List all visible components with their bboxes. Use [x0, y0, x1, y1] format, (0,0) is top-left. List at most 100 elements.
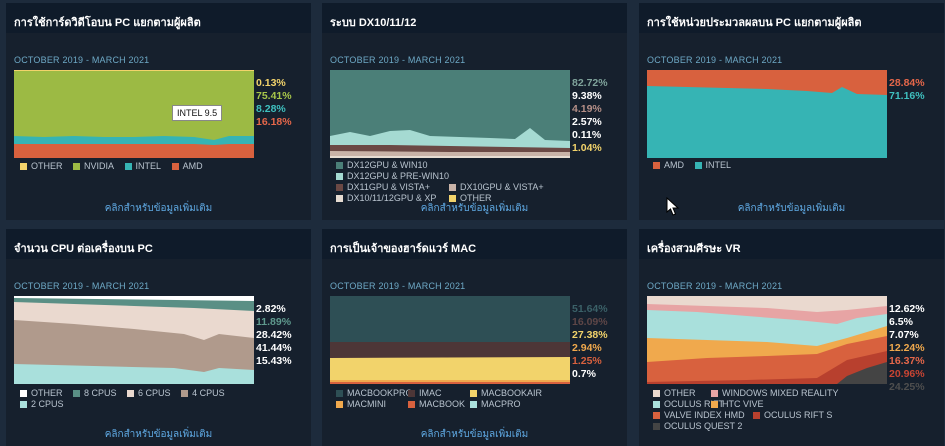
value-item: 7.07% [889, 329, 919, 341]
value-item: 28.42% [256, 329, 292, 341]
legend-swatch [653, 390, 660, 397]
value-list: 28.84% 71.16% [889, 77, 925, 103]
value-item: 1.04% [572, 142, 602, 154]
legend-swatch [753, 412, 760, 419]
more-info-link[interactable]: คลิกสำหรับข้อมูลเพิ่มเติม [104, 429, 213, 440]
legend-item: DX12GPU & WIN10 [336, 160, 441, 171]
legend-item: HTC VIVE [711, 399, 764, 410]
date-range: OCTOBER 2019 - MARCH 2021 [14, 281, 150, 291]
date-range: OCTOBER 2019 - MARCH 2021 [14, 55, 150, 65]
value-item: 9.38% [572, 90, 602, 102]
legend-item: DX10/11/12GPU & XP [336, 193, 441, 204]
legend-item: MACBOOKPRO [336, 388, 413, 399]
value-item: 16.37% [889, 355, 925, 367]
legend: OTHER WINDOWS MIXED REALITY OCULUS RIFTHT… [653, 388, 888, 432]
legend: MACBOOKPRO IMAC MACBOOKAIR MACMINI MACBOOK M… [336, 388, 571, 410]
value-item: 15.43% [256, 355, 292, 367]
legend-item: OTHER [20, 161, 63, 172]
value-item: 27.38% [572, 329, 608, 341]
area-chart [330, 296, 570, 384]
mouse-cursor-icon [666, 197, 680, 216]
value-item: 1.25% [572, 355, 602, 367]
legend-swatch [653, 423, 660, 430]
panel-cpu-count: จำนวน CPU ต่อเครื่องบน PC OCTOBER 2019 -… [6, 229, 311, 446]
legend-item: DX12GPU & PRE-WIN10 [336, 171, 449, 182]
legend-item: OTHER [20, 388, 63, 399]
legend-item: MACMINI [336, 399, 408, 410]
panel-title: ระบบ DX10/11/12 [330, 17, 417, 29]
area-macbookair [330, 357, 570, 384]
panel-title: การเป็นเจ้าของฮาร์ดแวร์ MAC [330, 243, 477, 255]
date-range: OCTOBER 2019 - MARCH 2021 [330, 55, 466, 65]
panel-title: จำนวน CPU ต่อเครื่องบน PC [14, 243, 153, 255]
value-item: 0.7% [572, 368, 596, 380]
legend-item: AMD [171, 161, 203, 172]
legend-item: DX11GPU & VISTA+ [336, 182, 441, 193]
more-info-link[interactable]: คลิกสำหรับข้อมูลเพิ่มเติม [104, 203, 213, 214]
legend-swatch [336, 195, 343, 202]
legend-item: AMD [653, 160, 684, 171]
legend-swatch [449, 195, 456, 202]
more-info-link[interactable]: คลิกสำหรับข้อมูลเพิ่มเติม [420, 429, 529, 440]
value-item: 24.25% [889, 381, 925, 393]
more-info-link[interactable]: คลิกสำหรับข้อมูลเพิ่มเติม [420, 203, 529, 214]
legend-item: MACPRO [470, 399, 521, 410]
value-item: 41.44% [256, 342, 292, 354]
legend-swatch [408, 390, 415, 397]
legend: OTHER NVIDIA INTEL AMD [20, 161, 211, 172]
area-2cpus [14, 364, 254, 384]
more-info-link[interactable]: คลิกสำหรับข้อมูลเพิ่มเติม [737, 203, 846, 214]
value-item: 2.82% [256, 303, 286, 315]
area-xp [330, 156, 570, 158]
panel-vr-headsets: เครื่องสวมศีรษะ VR OCTOBER 2019 - MARCH … [639, 229, 944, 446]
panel-title: เครื่องสวมศีรษะ VR [647, 243, 741, 255]
value-amd: 16.18% [256, 116, 292, 128]
area-chart [330, 70, 570, 158]
legend-item: 8 CPUS [73, 388, 117, 399]
area-macbook [330, 382, 570, 384]
legend-swatch [336, 390, 343, 397]
legend-item: OTHER [449, 193, 492, 204]
legend-item: MACBOOKAIR [470, 388, 542, 399]
legend-item: OCULUS QUEST 2 [653, 421, 742, 432]
legend-item: VALVE INDEX HMD [653, 410, 753, 421]
value-item: 51.64% [572, 303, 608, 315]
value-item: 20.96% [889, 368, 925, 380]
panel-mac-hardware: การเป็นเจ้าของฮาร์ดแวร์ MAC OCTOBER 2019… [322, 229, 627, 446]
value-item: 2.57% [572, 116, 602, 128]
legend-swatch [20, 390, 27, 397]
legend-swatch [73, 390, 81, 397]
legend-item: MACBOOK [408, 399, 470, 410]
value-amd: 28.84% [889, 77, 925, 89]
legend-item: OTHER [653, 388, 711, 399]
legend-swatch [653, 162, 660, 169]
legend-item: IMAC [408, 388, 470, 399]
panel-gpu-vendor: การใช้การ์ดวิดีโอบน PC แยกตามผู้ผลิต OCT… [6, 3, 311, 220]
value-item: 16.09% [572, 316, 608, 328]
value-item: 0.11% [572, 129, 602, 141]
area-chart [647, 296, 887, 384]
value-item: 12.62% [889, 303, 925, 315]
legend-swatch [653, 412, 660, 419]
area-oculus-rift-s [647, 351, 887, 384]
legend-swatch [127, 390, 135, 397]
legend-item: INTEL [124, 161, 161, 172]
value-list: 2.82% 11.89% 28.42% 41.44% 15.43% [256, 303, 292, 368]
legend-swatch [711, 390, 718, 397]
legend-item: INTEL [694, 160, 731, 171]
legend-swatch [653, 401, 660, 408]
value-item: 6.5% [889, 316, 913, 328]
legend-swatch [336, 173, 343, 180]
legend-swatch [336, 184, 343, 191]
legend-item: WINDOWS MIXED REALITY [711, 388, 839, 399]
panel-cpu-vendor: การใช้หน่วยประมวลผลบน PC แยกตามผู้ผลิต O… [639, 3, 944, 220]
tooltip: INTEL 9.5 [172, 105, 223, 121]
value-item: 82.72% [572, 77, 608, 89]
legend-swatch [181, 390, 189, 397]
value-intel: 8.28% [256, 103, 286, 115]
legend: DX12GPU & WIN10DX12GPU & PRE-WIN10 DX11G… [336, 160, 561, 204]
legend-item: DX10GPU & VISTA+ [449, 182, 544, 193]
legend-swatch [124, 163, 132, 170]
value-item: 2.94% [572, 342, 602, 354]
legend-swatch [470, 401, 477, 408]
